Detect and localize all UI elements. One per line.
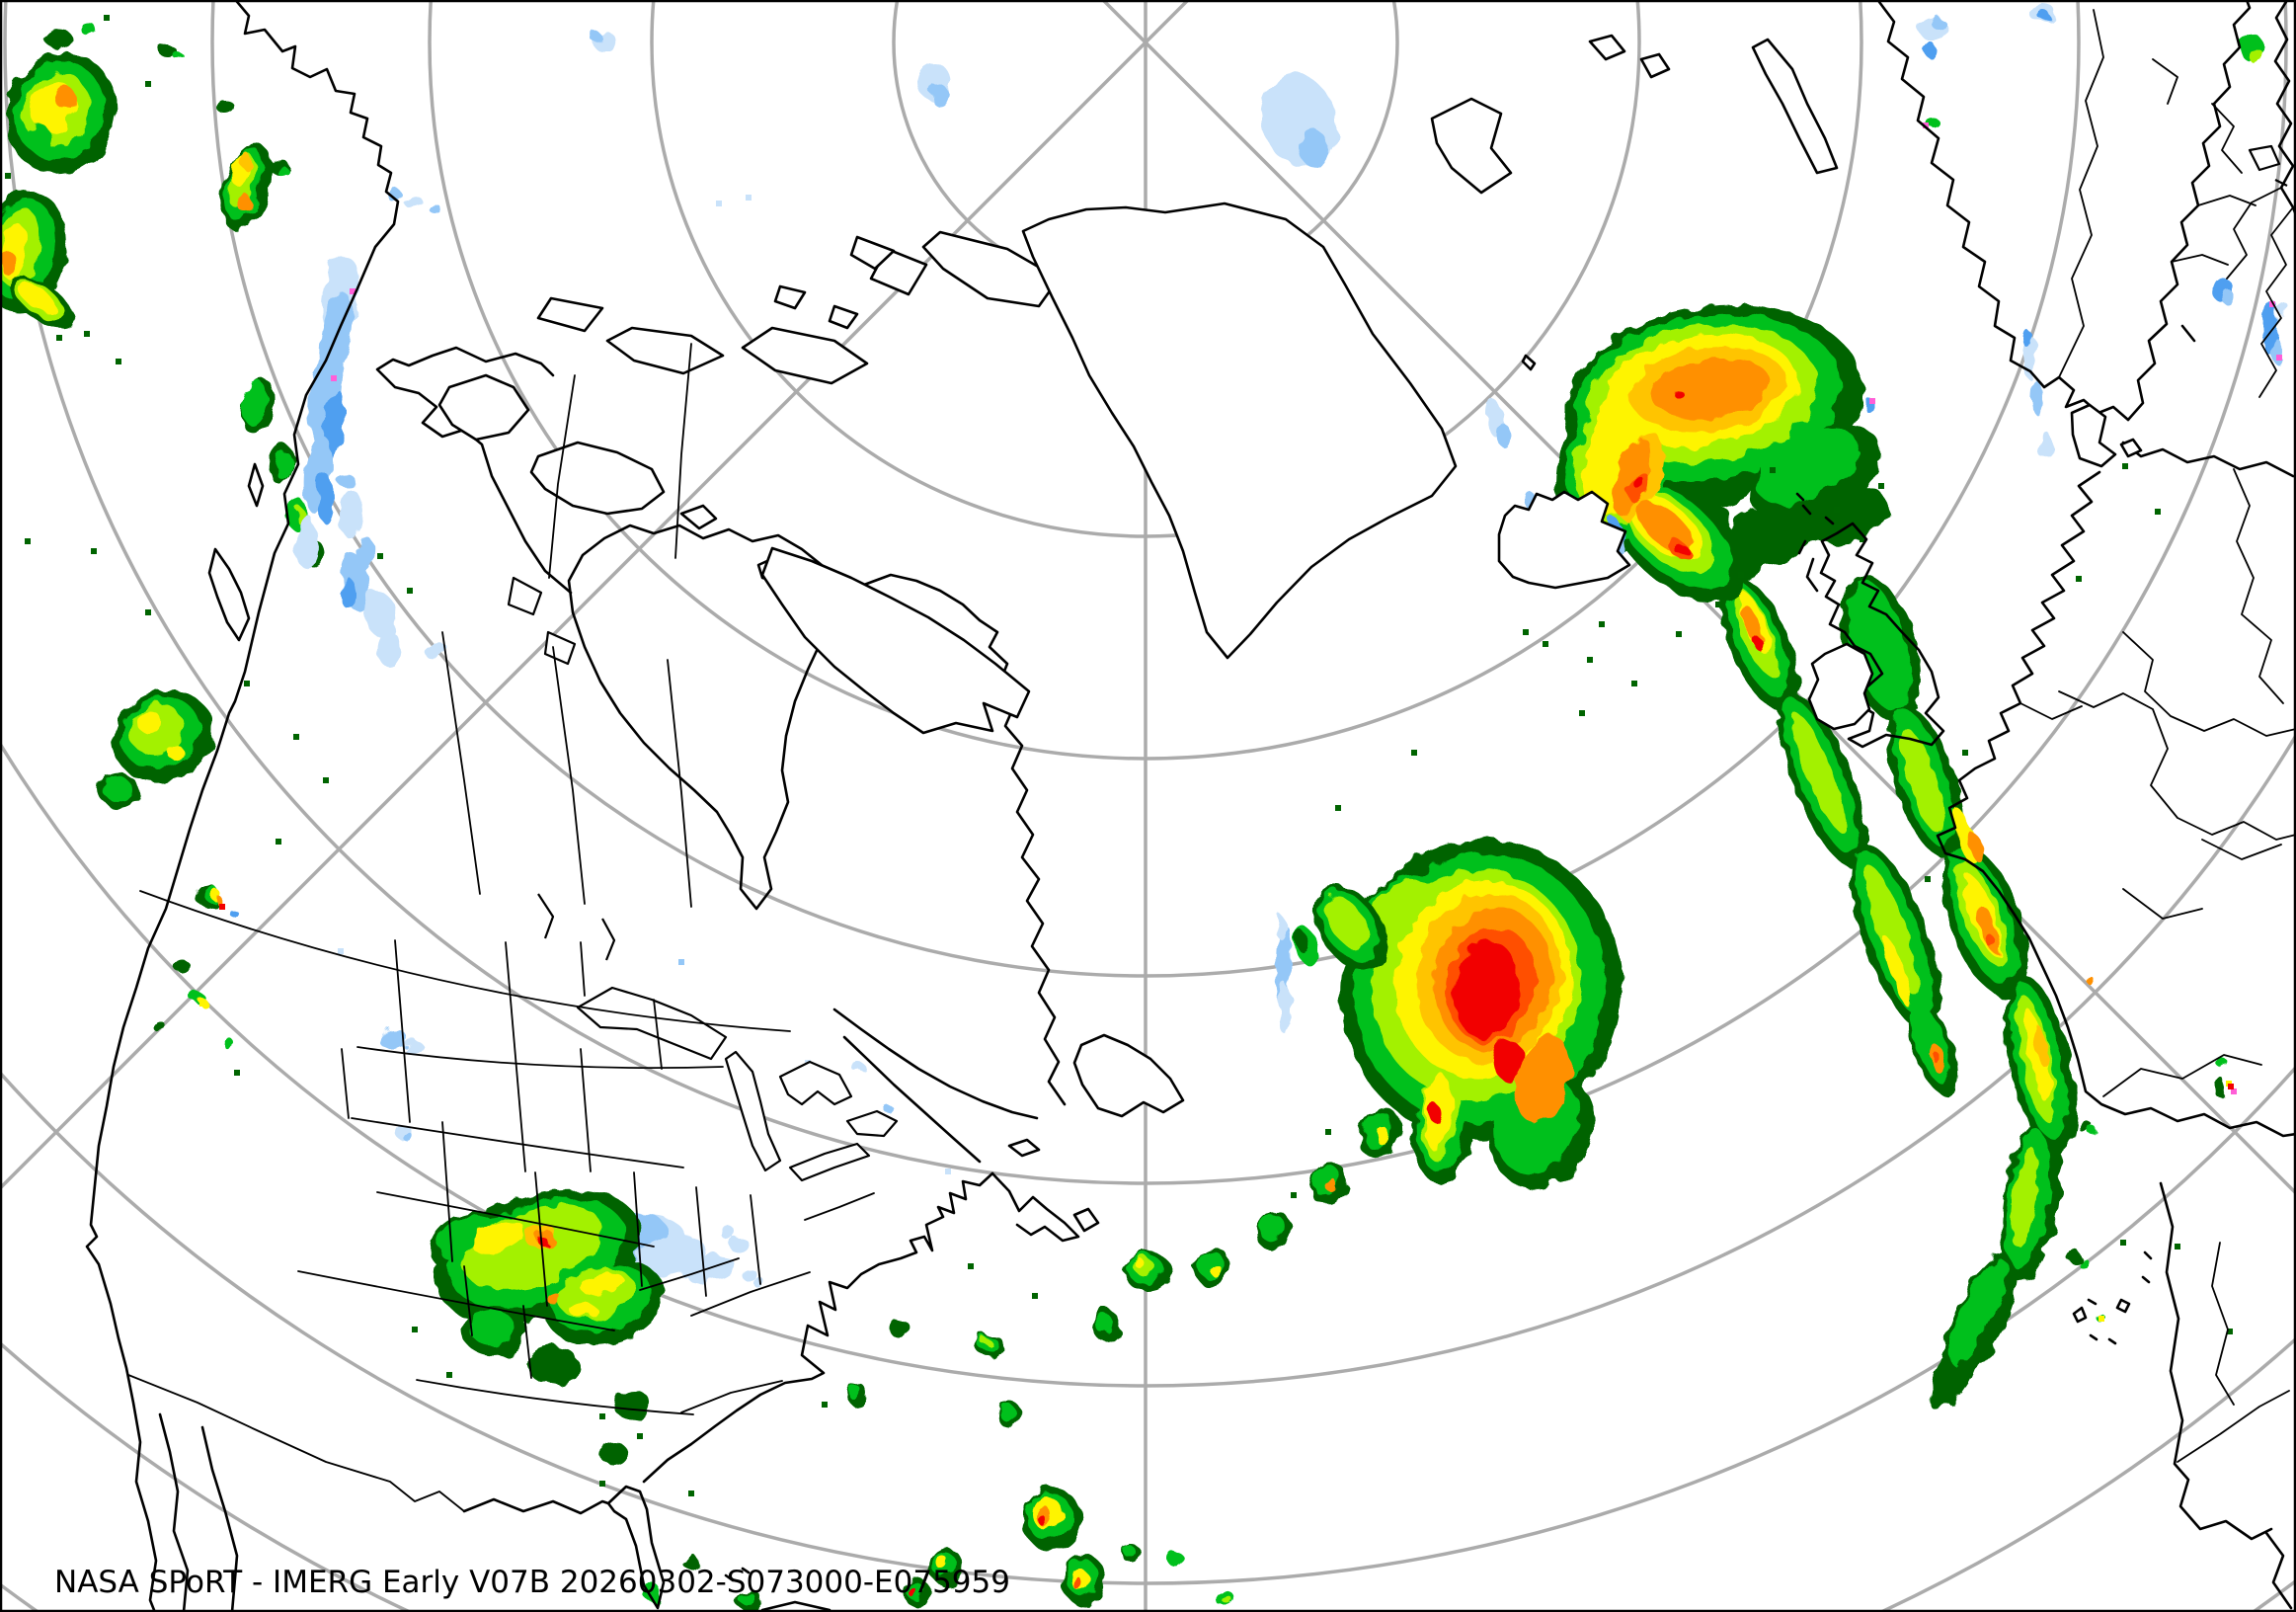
us-state-arc-2 bbox=[351, 1117, 684, 1169]
vancouver-island bbox=[207, 547, 251, 642]
us-eastern-state-lines bbox=[639, 1192, 875, 1413]
northeast-europe-border-web bbox=[2058, 9, 2294, 398]
great-britain bbox=[1819, 522, 1945, 749]
ireland bbox=[1807, 642, 1874, 731]
ellesmere-island bbox=[921, 230, 1061, 308]
iceland bbox=[1497, 490, 1631, 590]
devon-island bbox=[741, 326, 869, 385]
arctic-mainland-coast bbox=[375, 346, 573, 595]
africa-northwest-coast bbox=[2264, 1531, 2293, 1610]
lake-erie bbox=[788, 1142, 871, 1182]
haida-gwaii bbox=[247, 462, 265, 508]
finland-coast bbox=[2273, 0, 2296, 217]
victoria-island bbox=[529, 441, 666, 516]
hudson-bay bbox=[567, 524, 839, 911]
atlantic-islands bbox=[2072, 1250, 2153, 1345]
arctic-islet-a bbox=[849, 235, 896, 271]
lake-ontario bbox=[845, 1109, 899, 1138]
labrador-coast bbox=[835, 573, 1067, 1106]
melville-island bbox=[605, 326, 725, 375]
lake-winnipeg bbox=[537, 893, 616, 961]
mexico-mainland-coast bbox=[200, 1425, 239, 1612]
newfoundland bbox=[1072, 1033, 1185, 1118]
banks-island bbox=[437, 373, 530, 442]
precipitation-speckles bbox=[5, 15, 2282, 1496]
alaska-south-coast bbox=[85, 0, 400, 1612]
lake-superior bbox=[576, 986, 728, 1061]
political-borders bbox=[139, 9, 2296, 1463]
us-state-meridians bbox=[341, 939, 707, 1379]
us-state-arc-3 bbox=[376, 1191, 655, 1248]
europe-border-web bbox=[2019, 468, 2296, 1463]
denmark-jutland bbox=[2070, 403, 2117, 468]
coastlines bbox=[85, 0, 2296, 1612]
hebrides bbox=[1795, 492, 1835, 593]
lake-michigan bbox=[724, 1050, 782, 1172]
novaya-zemlya bbox=[1751, 38, 1839, 175]
cape-breton bbox=[1072, 1207, 1100, 1233]
precipitation-layer bbox=[0, 3, 2287, 1610]
gulf-of-california bbox=[158, 1412, 190, 1612]
great-bear-lake bbox=[507, 576, 543, 616]
greenland bbox=[1021, 202, 1458, 660]
cuba-bahamas bbox=[724, 1567, 831, 1612]
prince-edward-island bbox=[1007, 1138, 1041, 1158]
florida bbox=[606, 1485, 666, 1610]
us-state-arc-5 bbox=[416, 1379, 694, 1415]
bathurst-island bbox=[773, 284, 807, 310]
us-canada-border bbox=[139, 890, 791, 1032]
us-east-coast bbox=[642, 1171, 994, 1484]
continental-west-coast bbox=[1936, 470, 2296, 1138]
svalbard bbox=[1430, 97, 1513, 195]
st-lawrence-south-shore bbox=[842, 1035, 982, 1164]
denmark-zealand bbox=[2119, 438, 2143, 458]
king-william-island bbox=[679, 504, 718, 530]
jan-mayen bbox=[1521, 354, 1537, 371]
franz-josef-land bbox=[1588, 34, 1671, 79]
cornwallis-island bbox=[828, 304, 859, 330]
canada-province-borders bbox=[441, 343, 692, 908]
baffin-island bbox=[760, 546, 1031, 735]
lake-ladoga bbox=[2248, 144, 2288, 187]
us-state-arc-4 bbox=[297, 1270, 615, 1331]
prince-patrick-island bbox=[536, 296, 604, 333]
iberia-west-coast bbox=[2159, 1181, 2273, 1541]
st-lawrence-north-shore bbox=[832, 1008, 1039, 1120]
great-slave-lake bbox=[543, 630, 577, 666]
lake-huron bbox=[778, 1060, 853, 1106]
gotland bbox=[2180, 324, 2196, 343]
norway-coast bbox=[1877, 0, 2130, 422]
baltic-south-coast bbox=[2121, 441, 2295, 478]
product-caption: NASA SPoRT - IMERG Early V07B 20260302-S… bbox=[54, 1565, 1010, 1600]
bay-of-fundy-nova-scotia bbox=[990, 1171, 1080, 1243]
gulf-coast bbox=[462, 1497, 610, 1515]
us-mexico-border bbox=[127, 1374, 465, 1512]
